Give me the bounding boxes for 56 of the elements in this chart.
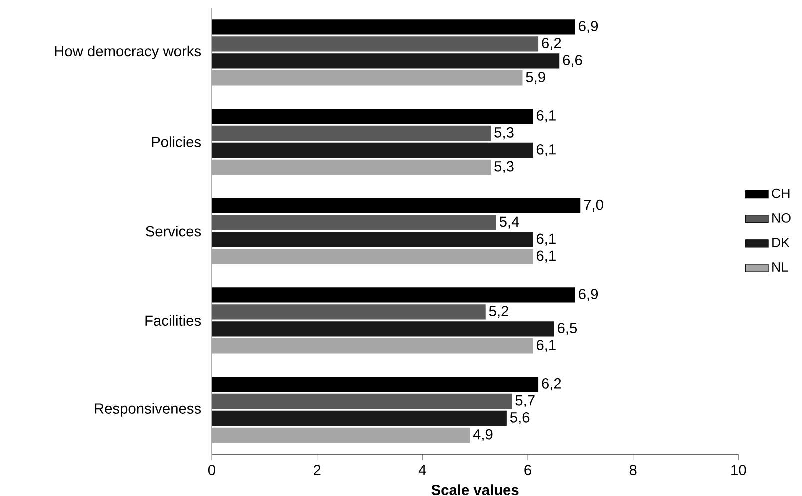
y-tick-label: How democracy works (55, 46, 202, 60)
data-label: 6,1 (536, 110, 556, 123)
bar (212, 215, 496, 230)
bar (212, 108, 534, 124)
bar (212, 249, 534, 264)
bar (212, 126, 492, 142)
bar (212, 322, 554, 337)
bar (212, 232, 534, 248)
bar (212, 394, 512, 410)
data-label: 6,1 (536, 250, 556, 263)
bar (212, 36, 539, 52)
data-label: 6,5 (558, 323, 578, 336)
data-label: 5,7 (516, 396, 535, 408)
y-tick-label: Facilities (146, 315, 202, 326)
y-tick-label: Responsiveness (95, 403, 202, 417)
bar (212, 198, 581, 214)
bar (212, 20, 576, 35)
x-tick-label: 10 (732, 465, 746, 476)
data-label: 5,3 (494, 127, 514, 140)
y-tick-label: Services (146, 226, 202, 237)
data-label: 6,1 (536, 340, 556, 352)
data-label: 6,2 (542, 378, 562, 391)
data-label: 6,2 (542, 38, 562, 50)
bar (212, 70, 523, 86)
data-label: 5,2 (489, 306, 508, 318)
bar (212, 410, 507, 426)
bar (212, 428, 470, 444)
data-label: 5,3 (494, 161, 514, 174)
data-label: 6,1 (536, 144, 556, 157)
data-label: 5,6 (510, 412, 530, 425)
bar (212, 54, 560, 69)
data-label: 6,6 (563, 55, 582, 68)
data-label: 5,9 (526, 72, 546, 84)
x-tick-label: 2 (314, 465, 321, 476)
bar (212, 338, 534, 354)
y-tick-label: Policies (152, 136, 202, 148)
data-label: 6,1 (536, 234, 556, 246)
legend-label: CH (772, 188, 790, 198)
data-label: 4,9 (473, 429, 493, 442)
legend-label: NL (772, 262, 788, 272)
data-label: 7,0 (584, 200, 604, 212)
x-tick-label: 8 (630, 465, 637, 476)
bar (212, 160, 492, 176)
legend-label: DK (772, 238, 790, 248)
x-axis-title: Scale values (432, 484, 519, 496)
legend-label: NO (772, 214, 791, 223)
data-label: 5,4 (500, 216, 520, 229)
data-label: 6,9 (579, 21, 598, 34)
x-tick-label: 0 (208, 465, 216, 476)
bar (212, 304, 486, 320)
x-tick-label: 6 (524, 465, 532, 476)
bar (212, 376, 539, 392)
data-label: 6,9 (579, 289, 598, 302)
bar (212, 288, 576, 303)
x-tick-label: 4 (418, 465, 426, 476)
bar (212, 142, 534, 158)
